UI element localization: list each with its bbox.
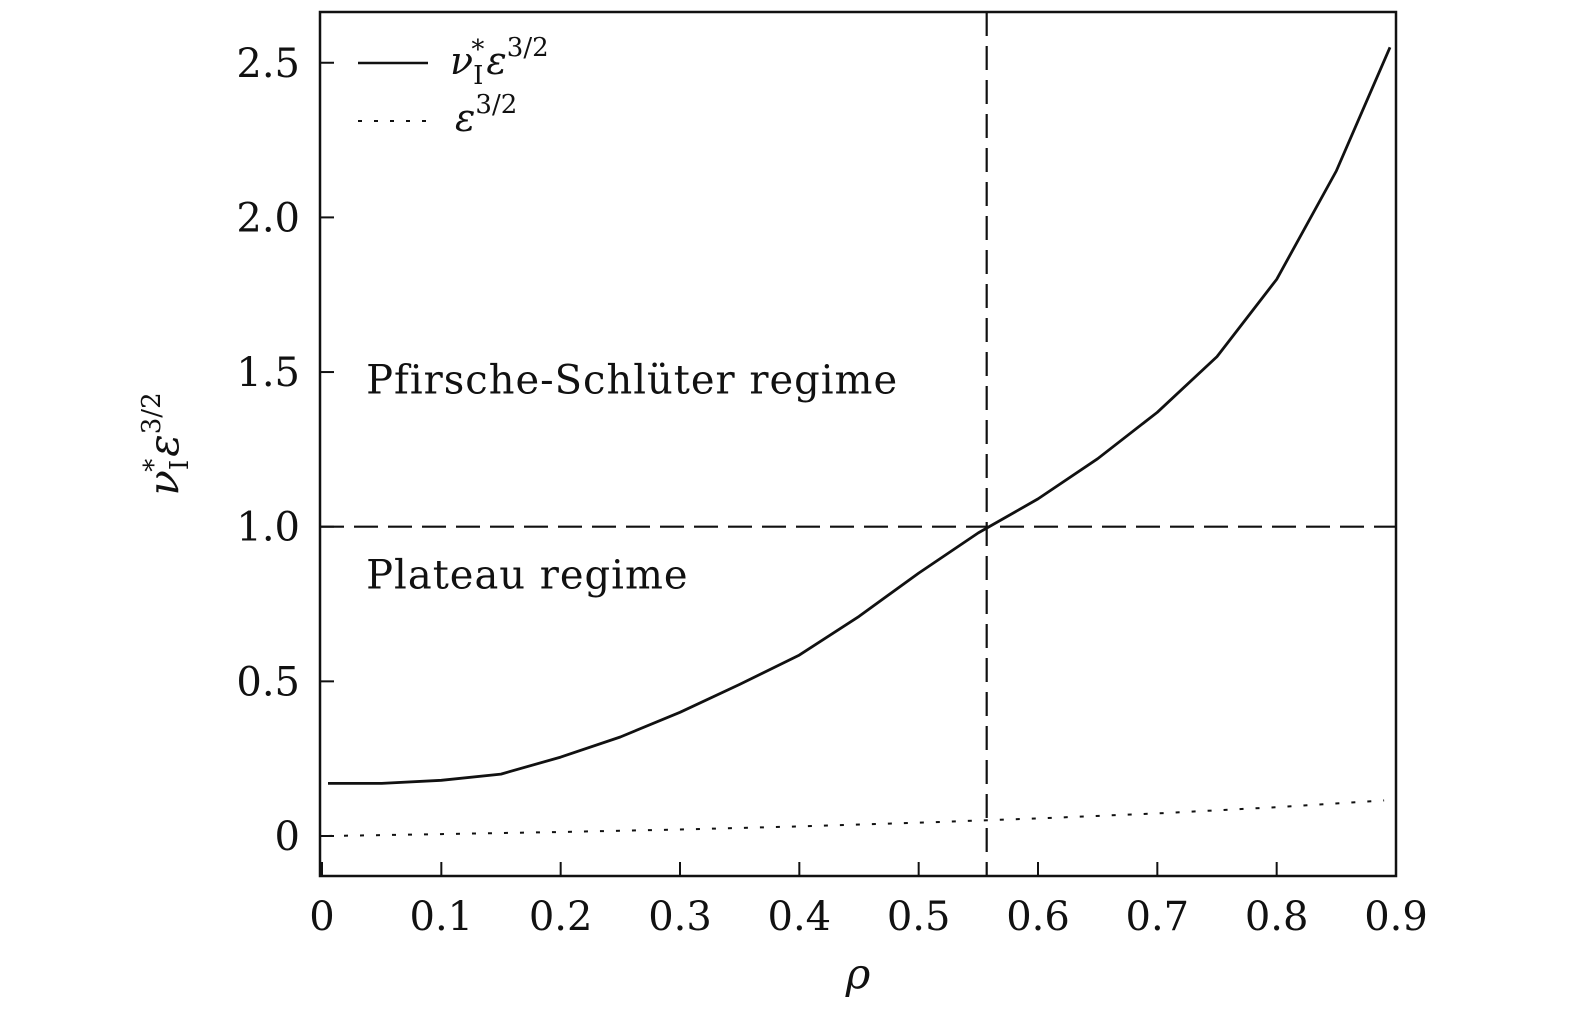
y-axis-title: νI*ε3/2 (137, 392, 195, 495)
series-epsilon-line (327, 799, 1385, 837)
x-tick-label: 0.1 (410, 894, 474, 940)
series-layer (327, 46, 1392, 837)
y-tick-label: 2.5 (236, 41, 300, 87)
x-axis-title: ρ (845, 949, 871, 998)
series-nu-epsilon-line (328, 46, 1392, 785)
y-axis-ticks: 0 0.5 1.0 1.5 2.0 2.5 (236, 41, 334, 860)
y-tick-label: 0 (275, 814, 300, 860)
x-tick-label: 0.6 (1006, 894, 1070, 940)
annotation-plateau-regime: Plateau regime (366, 553, 688, 599)
y-tick-label: 1.0 (236, 505, 300, 551)
y-tick-label: 0.5 (236, 659, 300, 705)
legend: νI*ε3/2 ε3/2 (358, 33, 549, 140)
legend-label-epsilon: ε3/2 (455, 90, 517, 140)
x-tick-label: 0.8 (1245, 894, 1309, 940)
x-tick-label: 0.5 (887, 894, 951, 940)
annotation-pfirsch-schluter-regime: Pfirsche-Schlüter regime (366, 358, 898, 404)
x-tick-label: 0.2 (529, 894, 593, 940)
plot-frame (318, 10, 1398, 878)
y-tick-label: 1.5 (236, 350, 300, 396)
reference-lines (320, 12, 1396, 876)
legend-label-nu-epsilon: νI*ε3/2 (450, 33, 549, 91)
x-tick-label: 0.3 (648, 894, 712, 940)
x-axis-ticks: 0 0.1 0.2 0.3 0.4 0.5 0.6 0.7 0.8 0.9 (309, 862, 1428, 940)
y-tick-label: 2.0 (236, 195, 300, 241)
x-tick-label: 0 (309, 894, 334, 940)
x-tick-label: 0.9 (1364, 894, 1428, 940)
annotations: Pfirsche-Schlüter regime Plateau regime (366, 358, 898, 599)
x-tick-label: 0.7 (1126, 894, 1190, 940)
x-tick-label: 0.4 (768, 894, 832, 940)
